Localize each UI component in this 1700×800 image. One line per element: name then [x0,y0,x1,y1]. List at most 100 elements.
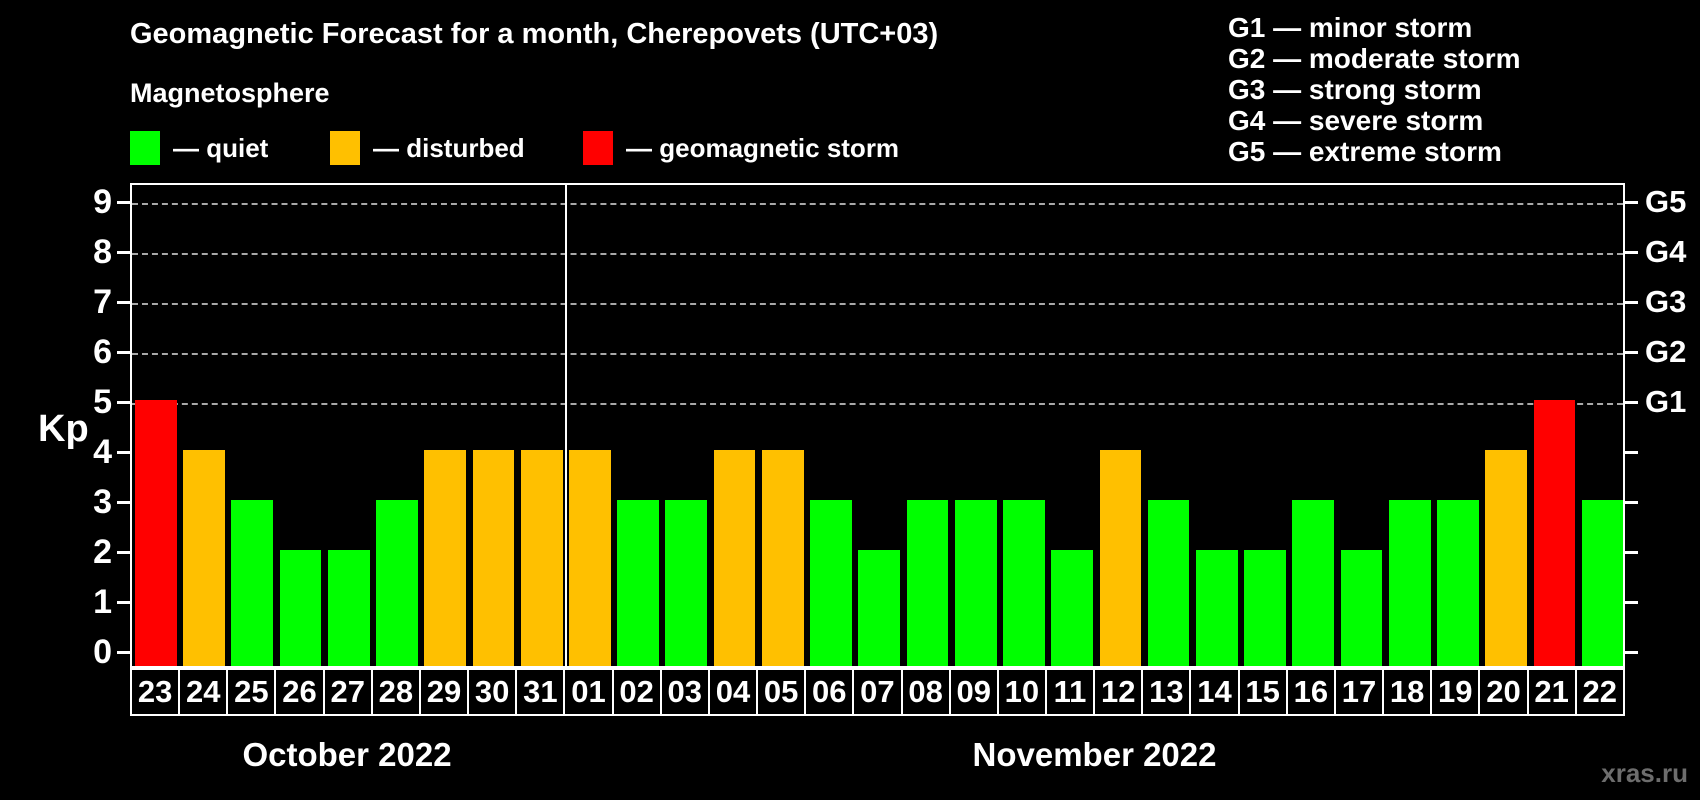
date-label-24: 24 [178,668,229,716]
kp-bar-27 [327,550,370,666]
kp-bar-05 [761,450,804,666]
y-axis-label: Kp [38,408,89,450]
y-tick-9 [117,201,130,204]
kp-bar-03 [665,500,708,666]
date-label-22: 22 [1574,668,1625,716]
kp-bar-10 [1003,500,1045,666]
date-label-02: 02 [611,668,662,716]
date-label-01: 01 [563,668,614,716]
kp-bar-31 [520,450,563,666]
month-label-october: October 2022 [242,736,452,773]
kp-bar-11 [1051,550,1093,666]
date-label-25: 25 [226,668,277,716]
gridline-kp6 [132,353,1623,355]
gridline-kp9 [132,203,1623,205]
kp-bar-15 [1244,550,1286,666]
y-tick-label-2: 2 [93,533,112,571]
g-legend-line-g3: G3 — strong storm [1228,74,1482,105]
kp-bar-18 [1388,500,1431,666]
date-label-16: 16 [1285,668,1336,716]
date-label-14: 14 [1189,668,1240,716]
kp-bar-28 [376,500,418,666]
y-tick-0 [117,651,130,654]
month-separator-line [565,185,568,666]
kp-bar-09 [954,500,997,666]
kp-bar-20 [1485,450,1528,666]
date-label-29: 29 [418,668,470,716]
kp-bar-25 [231,500,274,666]
date-label-06: 06 [804,668,855,716]
y-tick-label-1: 1 [93,583,112,621]
g-legend-line-g1: G1 — minor storm [1228,12,1473,43]
quiet-swatch-icon [130,131,160,165]
kp-bar-21 [1533,400,1576,666]
disturbed-swatch-icon [330,131,360,165]
chart-title: Geomagnetic Forecast for a month, Cherep… [130,18,939,50]
kp-bar-13 [1147,500,1190,666]
y-tick-label-0: 0 [93,633,112,671]
date-label-26: 26 [274,668,325,716]
legend-item-storm: — geomagnetic storm [583,131,899,165]
date-label-13: 13 [1141,668,1192,716]
kp-bar-07 [858,550,901,666]
y-tick-2 [117,551,130,554]
g-tick-label-g2: G2 [1645,334,1687,369]
date-label-21: 21 [1526,668,1577,716]
kp-bar-22 [1581,500,1624,666]
gridline-kp5 [132,403,1623,405]
g-legend-line-g5: G5 — extreme storm [1228,136,1502,167]
kp-bar-26 [279,550,322,666]
legend-item-quiet: — quiet [130,131,268,165]
y-tick-1 [117,601,130,604]
date-label-18: 18 [1382,668,1433,716]
kp-bar-01 [569,450,611,666]
right-tick-8 [1625,251,1638,254]
kp-bar-12 [1099,450,1142,666]
y-tick-label-5: 5 [93,383,112,421]
date-label-23: 23 [130,668,181,716]
right-tick-3 [1625,501,1638,504]
kp-bar-19 [1437,500,1479,666]
y-tick-4 [117,451,130,454]
g-legend-line-g4: G4 — severe storm [1228,105,1484,136]
kp-bar-23 [135,400,177,666]
g-scale-legend: G1 — minor storm G2 — moderate storm G3 — … [1228,12,1521,167]
right-tick-4 [1625,451,1638,454]
plot-area [130,183,1625,668]
g-tick-label-g5: G5 [1645,184,1687,219]
right-tick-1 [1625,601,1638,604]
date-label-31: 31 [515,668,566,716]
legend-item-disturbed: — disturbed [330,131,525,165]
right-tick-0 [1625,651,1638,654]
kp-bar-29 [424,450,467,666]
y-tick-3 [117,501,130,504]
right-tick-9 [1625,201,1638,204]
y-tick-7 [117,301,130,304]
storm-swatch-icon [583,131,613,165]
kp-bar-14 [1195,550,1238,666]
date-label-07: 07 [852,668,903,716]
month-label-november: November 2022 [972,736,1217,773]
date-label-05: 05 [756,668,807,716]
legend-label-storm: — geomagnetic storm [626,132,900,163]
date-label-15: 15 [1237,668,1288,716]
y-tick-8 [117,251,130,254]
date-label-20: 20 [1478,668,1529,716]
y-tick-label-3: 3 [93,483,112,521]
kp-bar-17 [1340,550,1383,666]
kp-bar-04 [713,450,756,666]
right-tick-7 [1625,301,1638,304]
y-tick-5 [117,401,130,404]
right-tick-2 [1625,551,1638,554]
date-label-09: 09 [948,668,999,716]
g-legend-line-g2: G2 — moderate storm [1228,43,1521,74]
y-tick-label-7: 7 [93,283,112,321]
date-axis: 23 24 25 26 27 28 29 30 31 01 02 03 04 05 06 07 08 09 10 11… [130,668,1625,716]
kp-bar-16 [1292,500,1335,666]
kp-bar-08 [906,500,949,666]
chart-subtitle: Magnetosphere [130,78,330,108]
date-label-17: 17 [1333,668,1385,716]
watermark: xras.ru [1601,758,1688,788]
date-label-11: 11 [1044,668,1096,716]
